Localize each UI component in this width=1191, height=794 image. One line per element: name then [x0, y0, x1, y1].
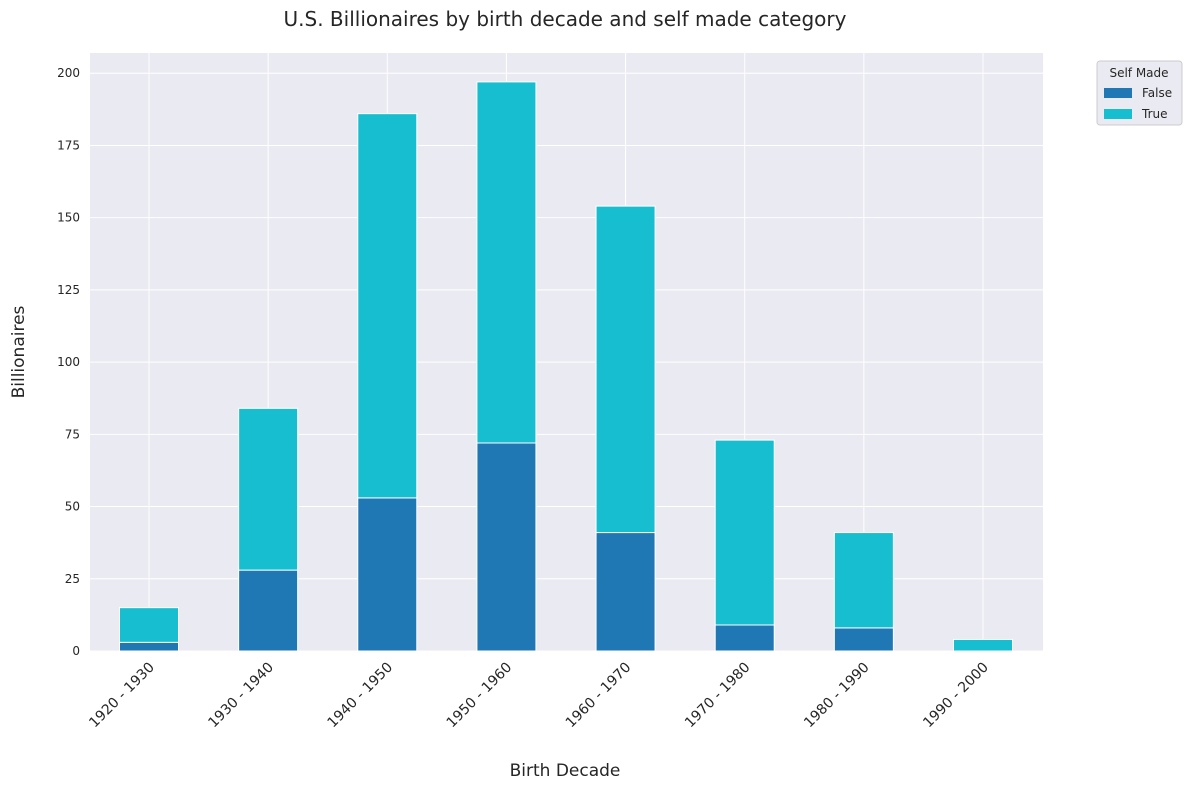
- x-tick-label: 1950 - 1960: [444, 660, 516, 732]
- bar-segment: [595, 532, 656, 652]
- x-tick-label: 1960 - 1970: [563, 660, 635, 732]
- legend-title: Self Made: [1109, 66, 1168, 80]
- bars: [119, 81, 1013, 652]
- bar-segment: [714, 624, 775, 652]
- y-tick-label: 75: [65, 427, 80, 441]
- legend: Self Made False True: [1096, 60, 1183, 126]
- x-tick-label: 1940 - 1950: [325, 660, 397, 732]
- x-tick-label: 1930 - 1940: [205, 660, 277, 732]
- y-tick-label: 100: [57, 355, 80, 369]
- y-tick-label: 25: [65, 572, 80, 586]
- bar-segment: [238, 407, 299, 571]
- legend-entry-label: True: [1141, 107, 1168, 121]
- bar-segment: [119, 607, 179, 643]
- x-axis-ticks: 1920 - 1930 1930 - 1940 1940 - 1950 1950 - …: [86, 660, 992, 732]
- legend-swatch: [1104, 109, 1132, 119]
- bar-segment: [357, 497, 418, 652]
- bar-segment: [953, 638, 1013, 652]
- legend-swatch: [1104, 88, 1132, 98]
- y-axis-ticks: 0 25 50 75 100 125 150 175 200: [57, 66, 80, 658]
- bar-segment: [476, 81, 537, 444]
- bar-segment: [357, 113, 418, 499]
- y-tick-label: 50: [65, 500, 80, 514]
- y-tick-label: 125: [57, 283, 80, 297]
- y-tick-label: 150: [57, 211, 80, 225]
- x-tick-label: 1970 - 1980: [682, 660, 754, 732]
- bar-segment: [714, 439, 775, 626]
- y-tick-label: 175: [57, 138, 80, 152]
- y-tick-label: 0: [72, 644, 80, 658]
- y-tick-label: 200: [57, 66, 80, 80]
- bar-segment: [833, 627, 894, 652]
- x-tick-label: 1980 - 1990: [801, 660, 873, 732]
- x-tick-label: 1920 - 1930: [86, 660, 158, 732]
- bar-segment: [833, 532, 894, 629]
- legend-entry-label: False: [1142, 86, 1172, 100]
- plot-area: [90, 53, 1043, 651]
- x-tick-label: 1990 - 2000: [920, 660, 992, 732]
- chart-title: U.S. Billionaires by birth decade and se…: [284, 7, 847, 31]
- bar-segment: [238, 569, 299, 652]
- y-axis-label: Billionaires: [9, 305, 29, 398]
- bar-segment: [119, 641, 179, 652]
- bar-segment: [595, 205, 656, 534]
- x-axis-label: Birth Decade: [510, 761, 621, 781]
- bar-segment: [476, 442, 537, 652]
